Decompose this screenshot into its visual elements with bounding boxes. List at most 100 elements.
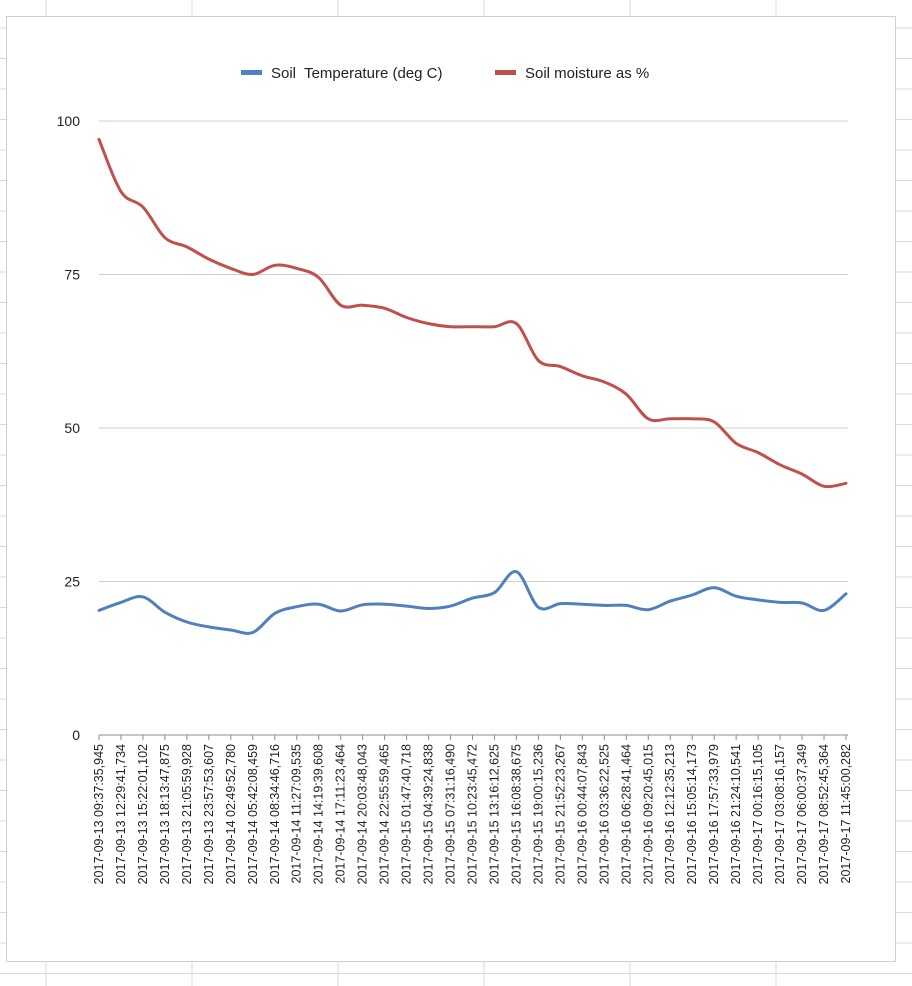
moisture-data-point [559,365,562,368]
moisture-data-point [295,267,298,270]
legend: Soil Temperature (deg C) Soil moisture a… [241,65,649,82]
temperature-data-point [691,593,694,597]
series-lines [97,137,848,635]
x-tick-label: 2017-09-14 05:42:08,459 [246,744,260,884]
legend-label-moisture: Soil moisture as % [525,65,649,82]
legend-swatch-temperature [241,70,262,75]
moisture-data-point [581,374,584,377]
moisture-data-point [493,325,496,328]
temperature-data-point [449,604,452,608]
moisture-data-point [471,325,474,328]
x-tick-label: 2017-09-16 03:36:22,525 [597,744,611,884]
x-tick-label: 2017-09-13 09:37:35,945 [92,744,106,884]
temperature-data-point [756,598,760,602]
x-tick-label: 2017-09-13 12:29:41,734 [114,744,128,884]
temperature-data-point [383,603,386,606]
temperature-data-point [669,599,672,603]
temperature-data-point [713,586,716,589]
gridlines [99,120,848,736]
x-tick-label: 2017-09-16 09:20:45,015 [641,744,655,884]
moisture-data-point [449,325,452,328]
temperature-data-point [734,595,738,598]
x-tick-label: 2017-09-14 17:11:23,464 [334,744,348,884]
moisture-data-point [317,276,320,279]
x-tick-label: 2017-09-16 06:28:41,464 [619,744,633,884]
moisture-data-point [185,245,189,249]
temperature-data-point [317,603,320,606]
moisture-data-point [427,322,430,325]
x-tick-label: 2017-09-14 20:03:48,043 [356,744,370,884]
x-tick-label: 2017-09-17 11:45:00,282 [839,744,853,884]
temperature-data-point [427,607,430,610]
x-tick-label: 2017-09-16 00:44:07,843 [575,744,589,884]
legend-label-temperature: Soil Temperature (deg C) [271,65,442,82]
legend-swatch-moisture [495,70,516,75]
moisture-data-point [515,322,518,325]
temperature-data-point [119,601,123,604]
temperature-data-point [844,592,848,595]
moisture-data-point [800,472,804,476]
moisture-data-point [844,482,848,485]
y-tick-label: 75 [64,267,80,283]
x-tick-label: 2017-09-14 08:34:46,716 [268,744,282,884]
moisture-data-point [713,420,716,424]
temperature-data-point [339,609,342,613]
y-tick-label: 50 [64,420,80,436]
temperature-data-point [185,620,189,624]
temperature-data-point [229,628,232,632]
x-tick-label: 2017-09-15 21:52:23,267 [553,744,567,884]
temperature-data-point [800,601,804,605]
x-tick-label: 2017-09-15 16:08:38,675 [509,744,523,884]
temperature-data-point [647,608,650,611]
y-tick-label: 100 [57,113,81,129]
moisture-data-point [691,417,694,420]
x-tick-label: 2017-09-15 04:39:24,838 [422,744,436,884]
y-axis-ticks: 0 25 50 75 100 [57,113,81,743]
x-tick-label: 2017-09-17 08:52:45,364 [817,744,831,884]
temperature-data-point [97,609,101,612]
temperature-data-point [603,604,606,607]
moisture-data-point [756,451,760,454]
temperature-data-point [141,595,145,599]
moisture-data-point [647,417,650,420]
x-tick-label: 2017-09-14 11:27:09,535 [290,744,304,884]
x-tick-label: 2017-09-17 06:00:37,349 [795,744,809,884]
temperature-data-point [515,570,518,573]
x-tick-label: 2017-09-15 07:31:16,490 [444,744,458,884]
moisture-data-point [119,190,123,193]
y-tick-label: 0 [72,727,80,743]
moisture-data-point [251,273,254,276]
temperature-data-point [778,601,782,604]
moisture-data-point [669,417,672,420]
series-line-moisture [97,137,848,489]
temperature-data-point [361,603,364,606]
temperature-data-point [581,603,584,606]
moisture-data-point [207,257,211,261]
moisture-data-point [822,485,826,488]
x-tick-label: 2017-09-15 01:47:40,718 [400,744,414,884]
moisture-data-point [163,236,167,239]
temperature-data-point [295,605,298,608]
x-tick-label: 2017-09-13 23:57:53,607 [202,744,216,884]
x-tick-label: 2017-09-16 17:57:33,979 [707,744,721,884]
x-tick-label: 2017-09-14 14:19:39,608 [312,744,326,884]
temperature-data-point [273,612,276,615]
temperature-data-point [559,602,562,605]
temperature-data-point [625,604,628,607]
temperature-data-point [537,606,540,609]
temperature-data-point [822,609,826,612]
temperature-data-point [207,625,211,629]
temperature-data-point [493,591,496,594]
moisture-data-point [383,307,386,310]
moisture-data-point [141,205,145,209]
moisture-data-point [625,393,628,396]
x-tick-label: 2017-09-15 19:00:15,236 [531,744,545,884]
moisture-data-point [229,267,232,270]
moisture-data-point [361,304,364,307]
moisture-data-point [603,380,606,384]
moisture-data-point [405,316,408,319]
moisture-data-point [97,138,101,141]
temperature-data-point [405,604,408,608]
temperature-data-point [471,596,474,600]
chart-frame[interactable]: 0 25 50 75 100 2017-09-13 09:37:35,945 2017-0… [6,16,896,962]
